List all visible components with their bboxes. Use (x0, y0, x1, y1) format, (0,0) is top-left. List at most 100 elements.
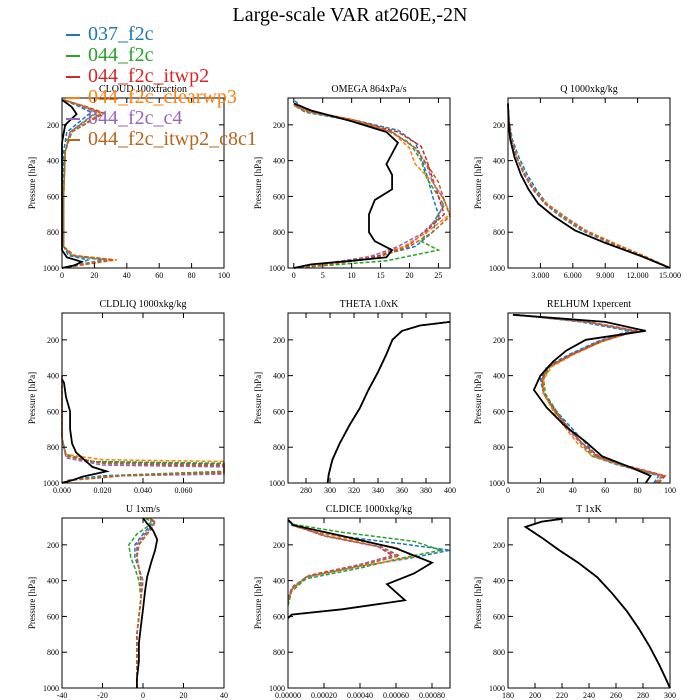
legend-label: 044_f2c_c4 (88, 107, 183, 129)
x-tick-label: 100 (218, 271, 230, 280)
x-tick-label: 0.000 (53, 486, 71, 495)
x-tick-label: 0 (506, 486, 510, 495)
series-line (293, 104, 446, 269)
x-tick-label: 300 (324, 486, 336, 495)
x-tick-label: 10 (348, 271, 356, 280)
x-tick-label: 20 (536, 486, 544, 495)
series-line (516, 314, 667, 484)
series-line (523, 518, 671, 689)
y-axis-label: Pressure [hPa] (253, 157, 263, 209)
series-line (523, 518, 671, 689)
series-line (326, 321, 451, 484)
series-line (523, 518, 671, 689)
series-line (523, 518, 671, 689)
y-tick-label: 1000 (269, 479, 285, 488)
y-tick-label: 400 (493, 372, 505, 381)
series-line (326, 321, 451, 484)
y-tick-label: 200 (493, 336, 505, 345)
legend-swatch (66, 118, 80, 120)
x-tick-label: 200 (529, 691, 541, 700)
y-axis-label: Pressure [hPa] (473, 372, 483, 424)
panel-title: RELHUM 1xpercent (547, 299, 631, 310)
x-tick-label: 0.00060 (383, 691, 409, 700)
plot-frame (507, 97, 671, 269)
x-tick-label: 20 (180, 691, 188, 700)
y-axis-label: Pressure [hPa] (27, 577, 37, 629)
x-tick-label: 340 (372, 486, 384, 495)
y-tick-label: 1000 (269, 264, 285, 273)
x-tick-label: 25 (434, 271, 442, 280)
series-line (293, 104, 446, 269)
panel-title: THETA 1.0xK (340, 299, 399, 310)
legend-swatch (66, 55, 80, 57)
x-tick-label: 40 (220, 691, 228, 700)
y-tick-label: 800 (273, 228, 285, 237)
y-axis-label: Pressure [hPa] (253, 577, 263, 629)
series-line (293, 104, 451, 269)
plot-frame (287, 97, 451, 269)
series-line (523, 518, 671, 689)
y-tick-label: 200 (47, 336, 59, 345)
y-tick-label: 600 (273, 192, 285, 201)
y-axis-label: Pressure [hPa] (27, 372, 37, 424)
series-line (293, 102, 400, 269)
x-tick-label: 15.000 (659, 271, 681, 280)
y-tick-label: 1000 (269, 684, 285, 693)
x-tick-label: 0 (60, 271, 64, 280)
series-line (287, 519, 395, 599)
x-tick-label: 100 (664, 486, 676, 495)
y-tick-label: 800 (493, 228, 505, 237)
y-tick-label: 400 (493, 577, 505, 586)
series-line (287, 519, 402, 600)
x-tick-label: 280 (637, 691, 649, 700)
legend-swatch (66, 97, 80, 99)
series-line (293, 104, 446, 269)
series-line (507, 103, 671, 269)
x-tick-label: 220 (556, 691, 568, 700)
series-line (287, 519, 435, 619)
legend-label: 044_f2c_itwp2 (88, 65, 210, 87)
x-tick-label: 360 (396, 486, 408, 495)
x-tick-label: 0.00020 (311, 691, 337, 700)
y-tick-label: 400 (273, 577, 285, 586)
y-tick-label: 200 (273, 336, 285, 345)
y-tick-label: 600 (273, 407, 285, 416)
y-tick-label: 800 (47, 648, 59, 657)
x-tick-label: 260 (610, 691, 622, 700)
x-tick-label: 80 (634, 486, 642, 495)
y-tick-label: 200 (273, 541, 285, 550)
y-tick-label: 800 (47, 228, 59, 237)
y-tick-label: 400 (493, 157, 505, 166)
x-tick-label: 400 (444, 486, 456, 495)
x-tick-label: 6.000 (564, 271, 582, 280)
y-tick-label: 200 (493, 541, 505, 550)
y-tick-label: 600 (273, 612, 285, 621)
y-tick-label: 1000 (43, 684, 59, 693)
plot-frame (61, 312, 225, 484)
y-tick-label: 1000 (489, 264, 505, 273)
y-tick-label: 400 (273, 372, 285, 381)
series-line (136, 517, 159, 688)
y-tick-label: 1000 (489, 479, 505, 488)
x-tick-label: 0.00080 (419, 691, 445, 700)
x-tick-label: -40 (57, 691, 68, 700)
plot-frame (507, 312, 671, 484)
y-tick-label: 800 (273, 648, 285, 657)
legend-label: 044_f2c_clearwp3 (88, 86, 237, 108)
panel-title: Q 1000xkg/kg (560, 84, 618, 95)
x-tick-label: 3.000 (531, 271, 549, 280)
x-tick-label: 20 (90, 271, 98, 280)
series-line (326, 321, 451, 484)
x-tick-label: 320 (348, 486, 360, 495)
y-tick-label: 200 (273, 121, 285, 130)
plot-frame (287, 312, 451, 484)
y-tick-label: 400 (47, 577, 59, 586)
plot-frame (287, 517, 451, 689)
series-line (326, 321, 451, 484)
y-axis-label: Pressure [hPa] (253, 372, 263, 424)
x-tick-label: 5 (321, 271, 325, 280)
y-tick-label: 200 (493, 121, 505, 130)
y-tick-label: 600 (493, 612, 505, 621)
x-tick-label: 60 (155, 271, 163, 280)
y-tick-label: 200 (47, 541, 59, 550)
